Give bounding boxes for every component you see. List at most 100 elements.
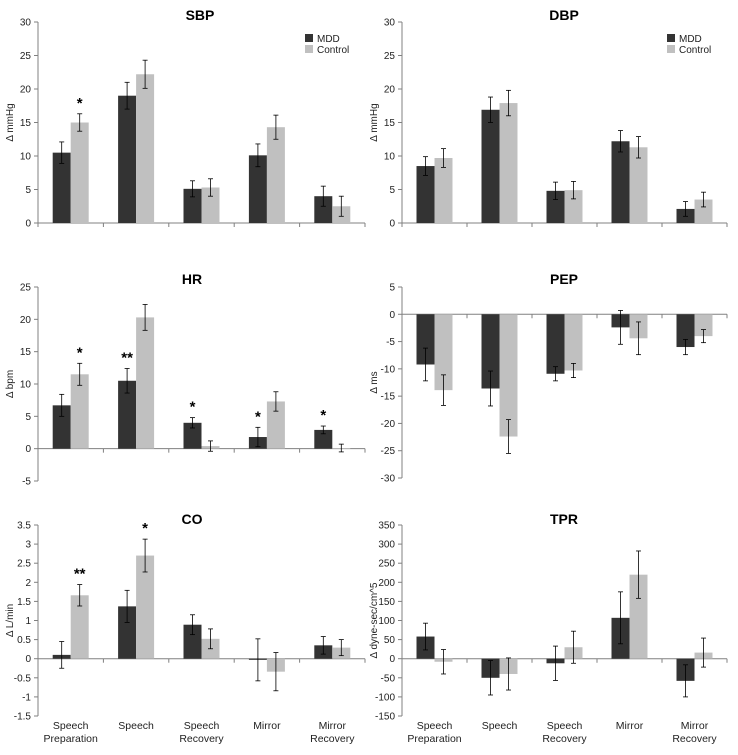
- co-category-label: Speech: [118, 720, 154, 732]
- dbp-bar-mdd: [416, 166, 435, 223]
- pep-ytick-label: 0: [389, 310, 395, 321]
- co-title: CO: [182, 511, 203, 527]
- co-ytick-label: -1.5: [14, 712, 32, 723]
- sbp-ylabel: Δ mmHg: [5, 103, 16, 141]
- tpr-category-label-line: Mirror: [681, 720, 709, 732]
- hr-significance-marker: *: [77, 344, 83, 361]
- sbp-significance-marker: *: [77, 95, 83, 112]
- hr-significance-marker: *: [255, 408, 261, 425]
- tpr-category-label-line: Preparation: [407, 733, 461, 745]
- sbp-ytick-label: 15: [20, 118, 32, 129]
- pep-ytick-label: -20: [381, 419, 396, 430]
- tpr-bar-control: [629, 574, 648, 659]
- tpr-ytick-label: -150: [375, 712, 395, 723]
- co-ytick-label: -0.5: [14, 673, 32, 684]
- sbp-ytick-label: 25: [20, 51, 32, 62]
- pep-ytick-label: -10: [381, 364, 396, 375]
- dbp-legend-swatch-mdd: [667, 34, 675, 42]
- co-category-label-line: Recovery: [179, 733, 224, 745]
- tpr-ytick-label: 200: [378, 578, 395, 589]
- co-bar-mdd: [118, 606, 137, 659]
- co-significance-marker: **: [74, 566, 86, 583]
- sbp-ytick-label: 0: [25, 219, 31, 230]
- co-category-label-line: Speech: [118, 720, 154, 732]
- hr-bar-control: [70, 374, 89, 449]
- co-category-label-line: Mirror: [319, 720, 347, 732]
- dbp-bar-control: [499, 103, 518, 223]
- co-ytick-label: 2.5: [17, 559, 31, 570]
- tpr-category-label-line: Speech: [547, 720, 583, 732]
- hr-bar-mdd: [314, 429, 333, 449]
- tpr-category-label-line: Speech: [417, 720, 453, 732]
- sbp-bar-mdd: [183, 188, 202, 223]
- co-category-label-line: Speech: [53, 720, 89, 732]
- pep-ytick-label: -30: [381, 474, 396, 485]
- hr-ytick-label: 5: [25, 412, 31, 423]
- pep-bar-mdd: [481, 314, 500, 389]
- tpr-ytick-label: 250: [378, 559, 395, 570]
- sbp-ytick-label: 5: [25, 185, 31, 196]
- hr-significance-marker: *: [320, 407, 326, 424]
- co-category-label-line: Preparation: [44, 733, 98, 745]
- pep-ytick-label: -15: [381, 392, 396, 403]
- tpr-title: TPR: [550, 511, 578, 527]
- hr-significance-marker: *: [190, 399, 196, 416]
- pep-ytick-label: -5: [386, 337, 395, 348]
- hr-ytick-label: 15: [20, 347, 32, 358]
- tpr-panel: TPR Δ dyne-sec/cm^5 -150 -100 -50 0 50 100 150 20…: [369, 511, 728, 745]
- hr-bar-control: [136, 317, 155, 449]
- pep-bar-mdd: [416, 314, 435, 365]
- dbp-legend-swatch-control: [667, 45, 675, 53]
- tpr-ytick-label: 100: [378, 616, 395, 627]
- sbp-title: SBP: [186, 7, 215, 23]
- hr-bar-mdd: [118, 380, 137, 449]
- sbp-bar-mdd: [314, 196, 333, 223]
- tpr-ytick-label: 300: [378, 540, 395, 551]
- dbp-bar-control: [694, 199, 713, 223]
- co-bar-mdd: [183, 624, 202, 659]
- hr-bar-mdd: [52, 405, 71, 449]
- co-ytick-label: 3.5: [17, 521, 31, 532]
- hr-bar-control: [266, 401, 285, 449]
- hr-ytick-label: 10: [20, 380, 32, 391]
- co-ytick-label: 0.5: [17, 635, 31, 646]
- sbp-bar-control: [70, 122, 89, 223]
- co-significance-marker: *: [142, 520, 148, 537]
- hr-ytick-label: -5: [22, 477, 31, 488]
- tpr-category-label: Mirror Recovery: [672, 720, 717, 745]
- dbp-title: DBP: [549, 7, 579, 23]
- co-category-label-line: Speech: [184, 720, 220, 732]
- co-category-label: Mirror Recovery: [310, 720, 355, 745]
- co-ytick-label: -1: [22, 692, 31, 703]
- tpr-ytick-label: 0: [389, 654, 395, 665]
- pep-panel: PEP Δ ms -30 -25 -20 -15 -10 -5 0 5: [369, 271, 728, 485]
- pep-bar-control: [694, 314, 713, 337]
- tpr-ytick-label: 150: [378, 597, 395, 608]
- sbp-bar-mdd: [248, 155, 267, 223]
- sbp-legend-swatch-mdd: [305, 34, 313, 42]
- tpr-category-label-line: Speech: [482, 720, 518, 732]
- sbp-legend-label-control: Control: [317, 45, 349, 56]
- co-bar-control: [70, 595, 89, 659]
- pep-title: PEP: [550, 271, 578, 287]
- co-ytick-label: 1.5: [17, 597, 31, 608]
- dbp-bar-control: [564, 190, 583, 223]
- co-category-label: Mirror: [253, 720, 281, 732]
- co-category-label-line: Mirror: [253, 720, 281, 732]
- sbp-legend-label-mdd: MDD: [317, 34, 340, 45]
- dbp-ytick-label: 0: [389, 219, 395, 230]
- pep-bar-control: [564, 314, 583, 371]
- co-ytick-label: 1: [25, 616, 31, 627]
- sbp-bar-control: [201, 187, 220, 223]
- dbp-ytick-label: 25: [384, 51, 396, 62]
- hr-ylabel: Δ bpm: [5, 370, 16, 398]
- hr-title: HR: [182, 271, 202, 287]
- co-category-label-line: Recovery: [310, 733, 355, 745]
- dbp-bar-mdd: [481, 109, 500, 223]
- dbp-ylabel: Δ mmHg: [369, 103, 380, 141]
- pep-bar-control: [499, 314, 518, 437]
- tpr-ytick-label: 350: [378, 521, 395, 532]
